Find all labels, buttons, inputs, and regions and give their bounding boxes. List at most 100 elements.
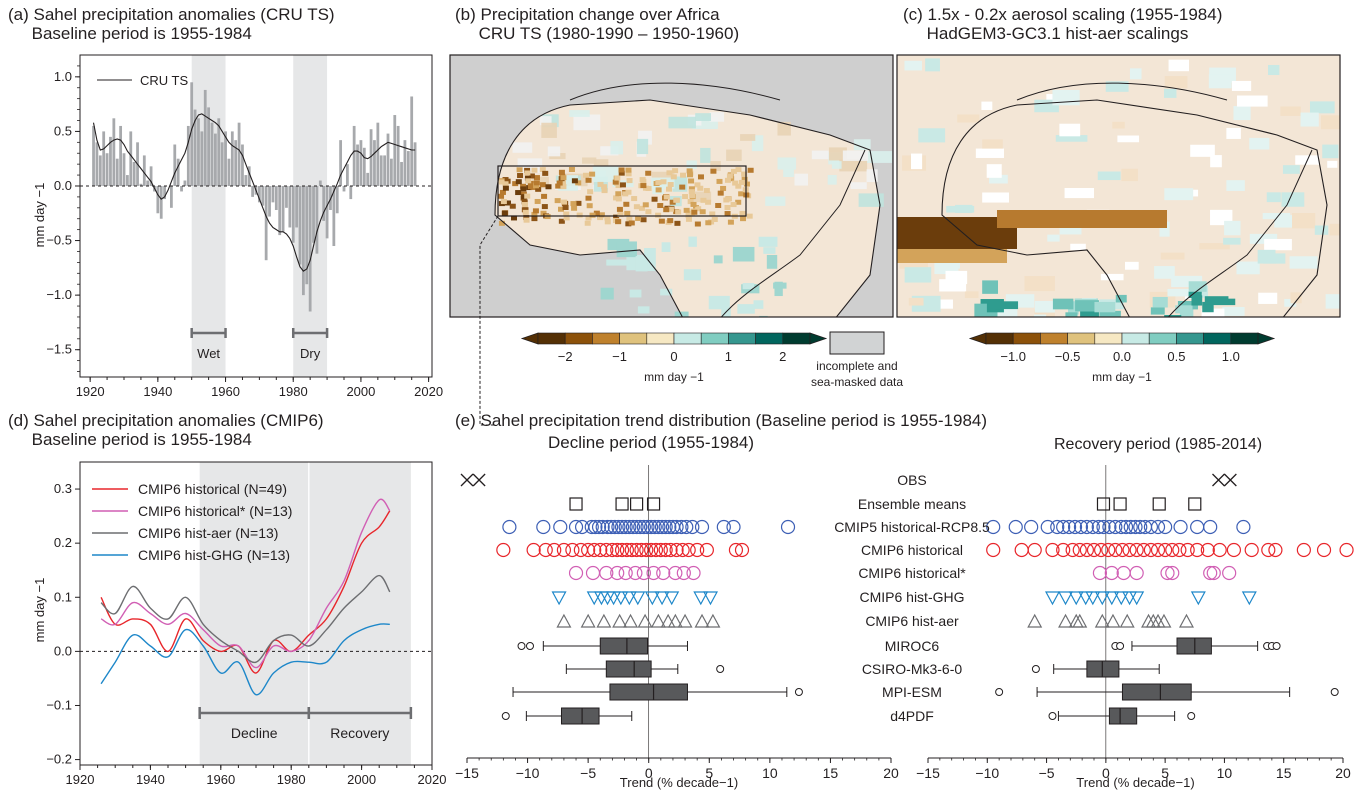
map-cell	[699, 209, 706, 215]
map-cell	[582, 157, 597, 164]
circle-marker	[1172, 542, 1187, 558]
map-cell	[625, 221, 632, 227]
triangle-marker	[1156, 613, 1172, 628]
triangle-marker	[702, 591, 719, 606]
map-cell	[622, 191, 629, 197]
circle-marker	[1165, 542, 1180, 558]
map-cell	[663, 207, 670, 213]
circle-marker	[681, 542, 696, 558]
map-cell	[1290, 292, 1302, 304]
map-cell	[523, 215, 530, 221]
map-cell	[735, 167, 742, 173]
y-tick-label: −1.5	[46, 342, 72, 357]
map-cell	[897, 249, 1007, 263]
circle-marker	[1067, 519, 1083, 535]
circle-marker	[622, 519, 637, 535]
map-cell	[587, 189, 594, 195]
map-cell	[1329, 223, 1340, 236]
map-cell	[1129, 68, 1142, 80]
anomaly-bar	[342, 185, 346, 192]
map-cell	[741, 176, 748, 182]
y-tick-label: −0.1	[46, 697, 72, 712]
anomaly-bar	[264, 185, 268, 261]
map-cell	[521, 194, 528, 200]
colorbar-swatch	[1148, 332, 1177, 345]
colorbar-end	[968, 332, 987, 345]
map-cell	[687, 199, 694, 205]
map-cell	[695, 113, 711, 122]
anomaly-bar	[359, 140, 363, 186]
map-cell	[582, 172, 589, 178]
map-cell	[613, 214, 620, 220]
circle-marker	[1206, 565, 1221, 581]
map-cell	[616, 206, 623, 212]
anomaly-bar	[149, 166, 153, 186]
circle-marker	[728, 542, 744, 558]
x-tick-label: 2000	[347, 772, 376, 787]
circle-marker	[1244, 542, 1259, 558]
map-cell	[723, 317, 740, 329]
colorbar-swatch	[537, 332, 566, 345]
x-tick-label: −15	[455, 765, 479, 781]
anomaly-bar	[298, 185, 302, 265]
circle-marker	[1072, 542, 1087, 558]
y-tick-label: 0.0	[54, 178, 72, 193]
colorbar-swatch	[1230, 332, 1259, 345]
panel-d-title: (d) Sahel precipitation anomalies (CMIP6…	[8, 411, 324, 449]
x-tick-label: 1940	[143, 384, 172, 399]
map-cell	[558, 206, 565, 212]
map-cell	[1105, 81, 1129, 92]
anomaly-bar	[410, 96, 414, 186]
map-cell	[501, 210, 508, 216]
colorbar-swatch	[728, 332, 756, 345]
map-cell	[999, 319, 1009, 325]
triangle-marker	[705, 613, 721, 628]
x-tick-label: 5	[1161, 765, 1169, 781]
circle-marker	[588, 519, 603, 535]
circle-marker	[644, 519, 659, 535]
row-label: CSIRO-Mk3-6-0	[862, 661, 963, 677]
map-cell	[604, 215, 611, 221]
map-cell	[1121, 168, 1138, 182]
map-cell	[794, 173, 808, 186]
outlier	[517, 642, 526, 650]
anomaly-bar	[386, 133, 390, 186]
map-cell	[866, 169, 878, 183]
triangle-marker	[667, 613, 683, 628]
colorbar-swatch	[782, 332, 811, 345]
anomaly-bar	[325, 185, 329, 239]
map-cell	[1264, 238, 1292, 251]
map-cell	[742, 283, 755, 290]
map-cell	[743, 181, 750, 187]
circle-marker	[1296, 542, 1311, 558]
map-cell	[705, 199, 712, 205]
map-cell	[523, 217, 530, 223]
map-cell	[725, 196, 732, 202]
x-tick-label: 1960	[206, 772, 235, 787]
map-cell	[532, 208, 539, 214]
circle-marker	[1203, 519, 1218, 535]
anomaly-bar	[288, 185, 292, 228]
map-cell	[1117, 135, 1140, 143]
box	[609, 683, 688, 701]
map-cell	[1127, 316, 1142, 317]
map-cell	[1314, 225, 1329, 235]
map-cell	[730, 202, 737, 208]
mask-label: sea-masked data	[811, 375, 903, 389]
map-cell	[657, 203, 664, 209]
map-cell	[1160, 252, 1185, 260]
series-line	[100, 623, 390, 696]
map-cell	[724, 177, 731, 183]
map-cell	[631, 196, 638, 202]
map-cell	[918, 128, 946, 143]
map-cell	[531, 211, 538, 217]
circle-marker	[496, 542, 511, 558]
colorbar-end	[1257, 332, 1276, 345]
map-cell	[663, 194, 670, 200]
map-cell	[614, 175, 621, 181]
anomaly-bar	[112, 118, 116, 186]
map-cell	[735, 183, 742, 189]
x-tick-label: 1920	[66, 772, 95, 787]
anomaly-bar	[163, 185, 167, 200]
map-cell	[981, 101, 993, 110]
